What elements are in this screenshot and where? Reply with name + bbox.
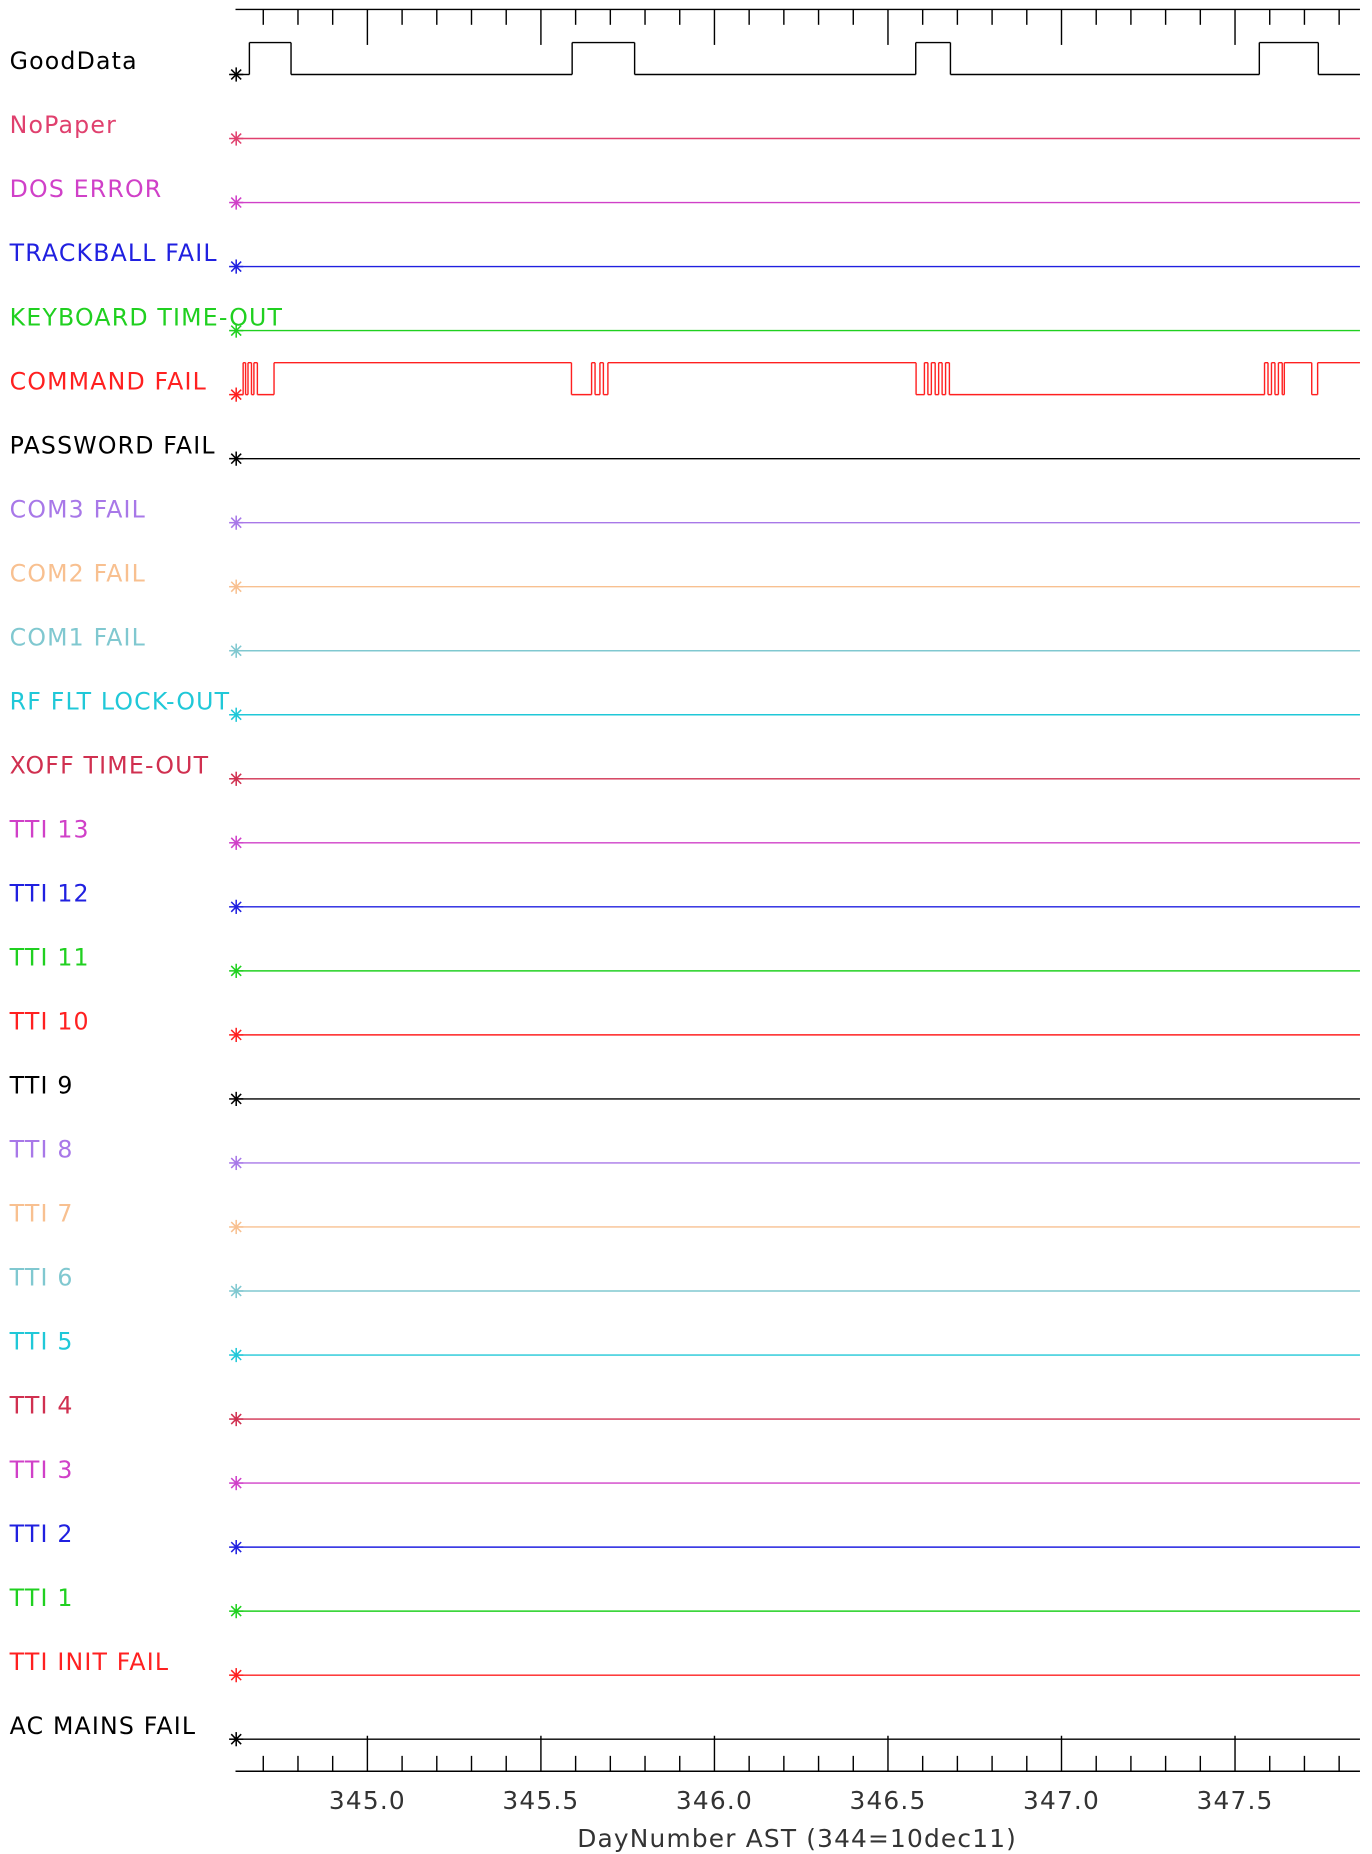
series-label: TTI 1 xyxy=(9,1584,74,1612)
marker-stroke xyxy=(230,581,242,593)
marker-stroke xyxy=(230,1029,242,1041)
start-marker xyxy=(229,1219,244,1235)
series-label: TTI 5 xyxy=(9,1328,74,1356)
start-marker xyxy=(229,515,244,530)
series-label: TTI 9 xyxy=(9,1072,74,1100)
marker-stroke xyxy=(230,645,242,657)
marker-stroke xyxy=(230,325,242,337)
start-marker xyxy=(229,643,244,658)
series-label: TTI 7 xyxy=(9,1200,74,1228)
marker-stroke xyxy=(230,261,242,273)
x-tick-label: 345.0 xyxy=(329,1786,406,1815)
start-marker xyxy=(229,1347,244,1363)
marker-stroke xyxy=(230,901,242,913)
series-label: TTI INIT FAIL xyxy=(9,1648,170,1676)
start-marker xyxy=(229,1091,244,1107)
start-marker xyxy=(229,1732,244,1747)
start-marker xyxy=(229,963,244,978)
marker-stroke xyxy=(230,389,242,401)
series xyxy=(236,361,1360,396)
series-label: TTI 6 xyxy=(9,1264,74,1292)
start-marker xyxy=(229,131,244,146)
series-label: TTI 4 xyxy=(9,1392,74,1420)
marker-stroke xyxy=(230,1541,242,1553)
series-label: COM2 FAIL xyxy=(10,559,146,587)
start-marker xyxy=(229,195,244,210)
start-marker xyxy=(229,1411,244,1427)
series-label: COM1 FAIL xyxy=(10,623,146,651)
marker-stroke xyxy=(230,1413,242,1425)
series-label: TTI 11 xyxy=(9,944,90,972)
series-label: TTI 3 xyxy=(9,1456,74,1484)
start-marker xyxy=(229,1668,244,1683)
x-tick-label: 347.0 xyxy=(1023,1786,1100,1815)
marker-stroke xyxy=(230,1157,242,1169)
marker-stroke xyxy=(230,1093,242,1105)
marker-stroke xyxy=(230,1669,242,1681)
start-marker xyxy=(229,387,244,402)
marker-stroke xyxy=(230,68,242,81)
marker-stroke xyxy=(230,837,242,849)
series-label: COMMAND FAIL xyxy=(10,367,207,395)
series-label: PASSWORD FAIL xyxy=(10,431,216,459)
series-label: TTI 13 xyxy=(9,815,90,843)
series-label: TTI 10 xyxy=(9,1008,90,1036)
series-label: GoodData xyxy=(10,47,138,75)
marker-stroke xyxy=(230,1477,242,1489)
start-marker xyxy=(229,451,244,466)
start-marker xyxy=(229,899,244,914)
marker-stroke xyxy=(230,773,242,785)
start-marker xyxy=(229,1540,244,1555)
start-marker xyxy=(229,1155,244,1171)
series-label: NoPaper xyxy=(10,111,117,139)
x-tick-label: 347.5 xyxy=(1197,1786,1274,1815)
marker-stroke xyxy=(230,197,242,209)
series-label: TTI 2 xyxy=(9,1520,74,1548)
series-label: TTI 8 xyxy=(9,1136,74,1164)
start-marker xyxy=(229,1283,244,1299)
start-marker xyxy=(229,579,244,594)
marker-stroke xyxy=(230,133,242,145)
marker-stroke xyxy=(230,1733,242,1745)
x-tick-label: 346.0 xyxy=(676,1786,753,1815)
start-marker xyxy=(229,835,244,850)
marker-stroke xyxy=(230,1349,242,1361)
series xyxy=(236,41,1360,76)
start-marker xyxy=(229,1604,244,1619)
series-label: DOS ERROR xyxy=(10,175,163,203)
marker-stroke xyxy=(230,965,242,977)
series-label: RF FLT LOCK-OUT xyxy=(10,687,231,715)
start-marker xyxy=(229,771,244,786)
series-label: AC MAINS FAIL xyxy=(10,1712,197,1740)
series-label: KEYBOARD TIME-OUT xyxy=(10,303,283,331)
marker-stroke xyxy=(230,1605,242,1617)
marker-stroke xyxy=(230,709,242,721)
marker-stroke xyxy=(230,517,242,529)
series-label: XOFF TIME-OUT xyxy=(10,751,210,779)
x-tick-label: 346.5 xyxy=(849,1786,926,1815)
start-marker xyxy=(229,1475,244,1491)
marker-stroke xyxy=(230,453,242,465)
series-label: COM3 FAIL xyxy=(10,495,146,523)
start-marker xyxy=(229,323,244,338)
start-marker xyxy=(229,1027,244,1042)
series-label: TTI 12 xyxy=(9,880,90,908)
x-tick-label: 345.5 xyxy=(502,1786,579,1815)
start-marker xyxy=(229,67,244,82)
start-marker xyxy=(229,707,244,722)
x-axis-label: DayNumber AST (344=10dec11) xyxy=(577,1824,1017,1853)
start-marker xyxy=(229,259,244,274)
marker-stroke xyxy=(230,1221,242,1233)
marker-stroke xyxy=(230,1285,242,1297)
series-label: TRACKBALL FAIL xyxy=(9,239,218,267)
